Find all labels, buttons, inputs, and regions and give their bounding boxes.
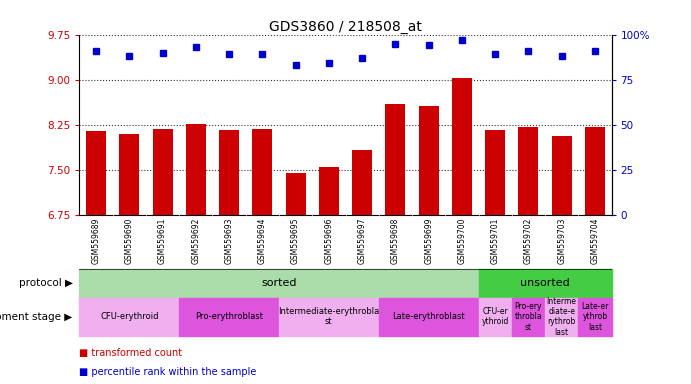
Bar	[545, 298, 578, 336]
Text: GSM559697: GSM559697	[358, 218, 367, 264]
Text: protocol ▶: protocol ▶	[19, 278, 73, 288]
Text: GSM559692: GSM559692	[191, 218, 200, 264]
Text: GSM559704: GSM559704	[590, 218, 599, 264]
Text: unsorted: unsorted	[520, 278, 570, 288]
Text: Interme
diate-e
rythrob
last: Interme diate-e rythrob last	[547, 297, 577, 337]
Text: CFU-erythroid: CFU-erythroid	[100, 312, 159, 321]
Text: GSM559696: GSM559696	[324, 218, 333, 264]
Bar	[585, 127, 605, 215]
Bar	[386, 104, 406, 215]
Text: Intermediate-erythrobla
st: Intermediate-erythrobla st	[278, 307, 379, 326]
Bar	[279, 298, 379, 336]
Bar	[518, 127, 538, 215]
Bar	[252, 129, 272, 215]
Text: ■ percentile rank within the sample: ■ percentile rank within the sample	[79, 367, 257, 377]
Text: GSM559695: GSM559695	[291, 218, 300, 264]
Text: ■ transformed count: ■ transformed count	[79, 348, 182, 358]
Bar	[319, 167, 339, 215]
Bar	[79, 269, 478, 298]
Bar	[219, 130, 239, 215]
Bar	[419, 106, 439, 215]
Bar	[79, 298, 179, 336]
Text: Late-er
ythrob
last: Late-er ythrob last	[581, 302, 609, 332]
Text: GSM559700: GSM559700	[457, 218, 466, 264]
Bar	[120, 134, 140, 215]
Bar	[186, 124, 206, 215]
Bar	[352, 150, 372, 215]
Text: GSM559693: GSM559693	[225, 218, 234, 264]
Bar	[512, 298, 545, 336]
Bar	[285, 173, 305, 215]
Bar	[452, 78, 472, 215]
Bar	[578, 298, 612, 336]
Bar	[478, 298, 512, 336]
Text: GSM559691: GSM559691	[158, 218, 167, 264]
Text: GSM559699: GSM559699	[424, 218, 433, 264]
Title: GDS3860 / 218508_at: GDS3860 / 218508_at	[269, 20, 422, 33]
Text: GSM559701: GSM559701	[491, 218, 500, 264]
Text: Pro-ery
throbla
st: Pro-ery throbla st	[515, 302, 542, 332]
Text: GSM559689: GSM559689	[92, 218, 101, 264]
Text: sorted: sorted	[261, 278, 296, 288]
Text: CFU-er
ythroid: CFU-er ythroid	[482, 307, 509, 326]
Text: GSM559703: GSM559703	[557, 218, 566, 264]
Text: Late-erythroblast: Late-erythroblast	[392, 312, 465, 321]
Bar	[86, 131, 106, 215]
Text: Pro-erythroblast: Pro-erythroblast	[195, 312, 263, 321]
Text: GSM559698: GSM559698	[391, 218, 400, 264]
Bar	[551, 136, 571, 215]
Bar	[478, 269, 612, 298]
Bar	[379, 298, 478, 336]
Text: GSM559690: GSM559690	[125, 218, 134, 264]
Bar	[153, 129, 173, 215]
Text: GSM559702: GSM559702	[524, 218, 533, 264]
Text: GSM559694: GSM559694	[258, 218, 267, 264]
Bar	[485, 130, 505, 215]
Bar	[179, 298, 279, 336]
Text: development stage ▶: development stage ▶	[0, 312, 73, 322]
